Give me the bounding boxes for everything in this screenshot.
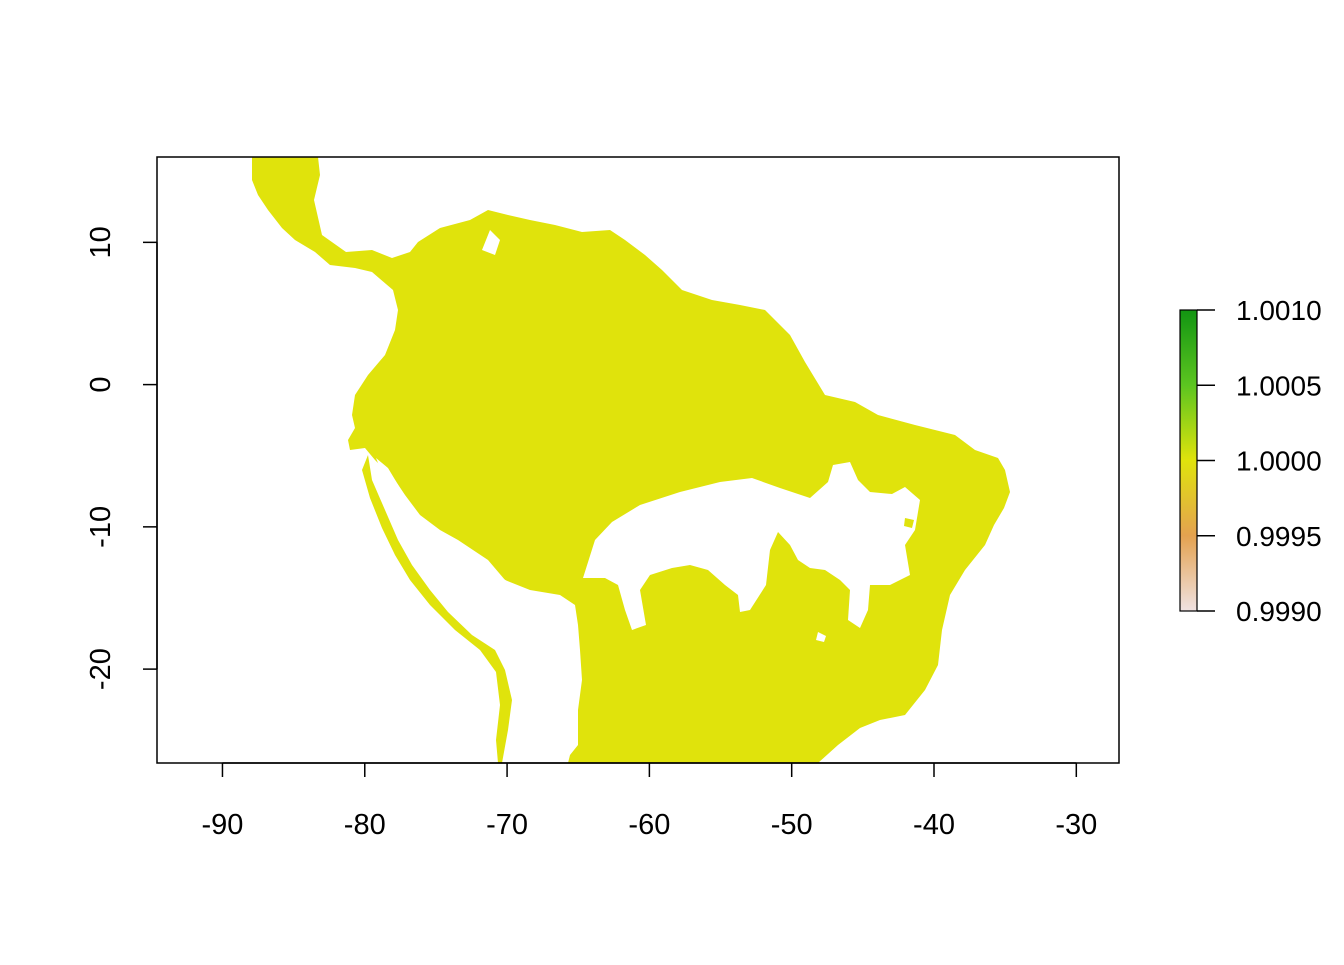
y-tick-label: 10 (85, 226, 117, 258)
y-tick-label: -20 (85, 648, 117, 690)
legend-label: 0.9990 (1236, 596, 1322, 627)
x-tick-label: -60 (628, 809, 670, 841)
x-tick-label: -70 (486, 809, 528, 841)
color-legend: 1.0010 1.0005 1.0000 0.9995 0.9990 (1179, 295, 1322, 627)
y-tick-label: -10 (85, 506, 117, 548)
raster-layer (252, 157, 1010, 763)
legend-label: 0.9995 (1236, 521, 1322, 552)
land-mass (252, 157, 1010, 763)
andes-gap (376, 458, 576, 763)
x-tick-label: -50 (771, 809, 813, 841)
legend-label: 1.0000 (1236, 446, 1322, 477)
x-tick-label: -90 (202, 809, 244, 841)
y-axis: 10 0 -10 -20 (85, 226, 158, 690)
legend-colorbar (1179, 309, 1198, 612)
x-axis: -90 -80 -70 -60 -50 -40 -30 (202, 762, 1097, 841)
y-tick-label: 0 (85, 377, 117, 393)
x-tick-label: -40 (913, 809, 955, 841)
legend-label: 1.0010 (1236, 295, 1322, 326)
legend-label: 1.0005 (1236, 370, 1322, 401)
x-tick-label: -30 (1055, 809, 1097, 841)
andes-strip (362, 455, 512, 763)
x-tick-label: -80 (344, 809, 386, 841)
